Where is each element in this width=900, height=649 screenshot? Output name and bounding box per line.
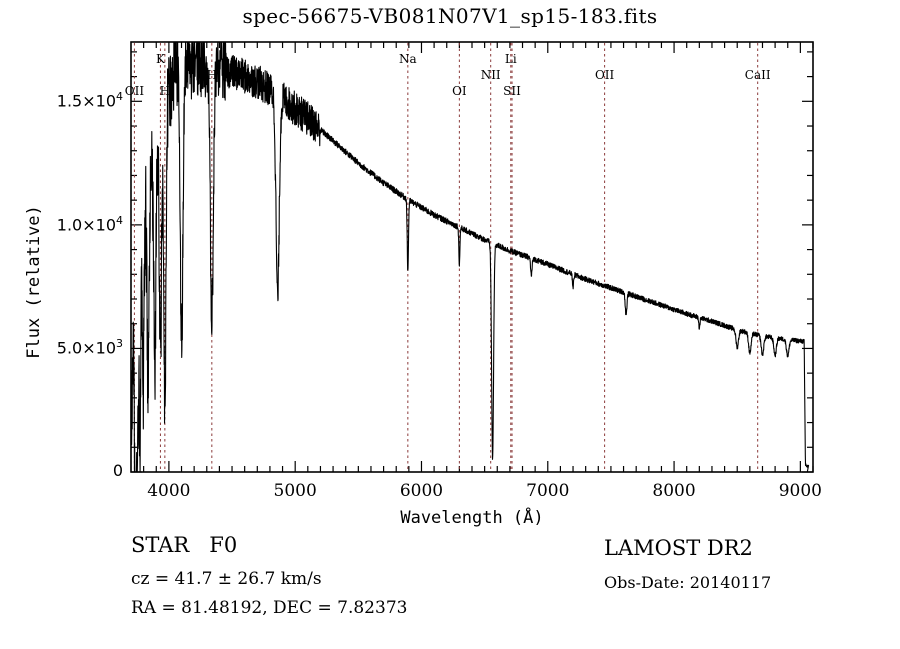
spectral-line-label-OI: OI bbox=[452, 84, 467, 98]
x-tick-label: 4000 bbox=[147, 481, 191, 501]
spectral-line-label-H: H bbox=[159, 84, 171, 98]
spectral-line-label-OII: OII bbox=[124, 84, 145, 98]
y-tick-label: 0 bbox=[112, 461, 123, 480]
spectral-line-label-K: K bbox=[155, 52, 165, 66]
footer-cz: cz = 41.7 ± 26.7 km/s bbox=[131, 569, 322, 589]
footer-obs-date: Obs-Date: 20140117 bbox=[604, 573, 772, 592]
y-axis-label: Flux (relative) bbox=[24, 205, 44, 359]
spectral-line-label-Li: Li bbox=[504, 52, 517, 66]
footer-object-type: STAR bbox=[131, 533, 190, 557]
y-tick-label: 1.0×104 bbox=[56, 213, 123, 235]
footer-coords: RA = 81.48192, DEC = 7.82373 bbox=[131, 598, 408, 618]
footer-survey: LAMOST DR2 bbox=[604, 536, 753, 560]
spectral-line-label-Na: Na bbox=[399, 52, 417, 66]
footer-object-class: STAR F0 bbox=[131, 533, 237, 557]
x-tick-label: 8000 bbox=[652, 481, 696, 501]
x-tick-label: 5000 bbox=[273, 481, 317, 501]
page-title: spec-56675-VB081N07V1_sp15-183.fits bbox=[242, 4, 658, 28]
plot-frame bbox=[130, 41, 814, 473]
spectral-line-label-NII: NII bbox=[480, 68, 501, 82]
spectral-line-markers bbox=[133, 43, 759, 471]
spectral-line-label-H: H bbox=[206, 68, 218, 82]
footer-spectral-class: F0 bbox=[209, 533, 238, 557]
x-tick-label: 9000 bbox=[778, 481, 822, 501]
axis-ticks bbox=[131, 42, 814, 473]
spectral-line-label-CaII: CaII bbox=[744, 68, 771, 82]
spectrum-trace bbox=[130, 41, 810, 473]
x-tick-label: 6000 bbox=[399, 481, 444, 501]
y-tick-label: 1.5×104 bbox=[56, 90, 123, 111]
y-tick-label: 5.0×103 bbox=[56, 337, 123, 358]
x-axis-label: Wavelength (Å) bbox=[400, 508, 544, 528]
spectral-line-label-SII: SII bbox=[503, 84, 521, 98]
x-tick-label: 7000 bbox=[526, 481, 570, 501]
spectral-line-label-OII: OII bbox=[594, 68, 615, 82]
